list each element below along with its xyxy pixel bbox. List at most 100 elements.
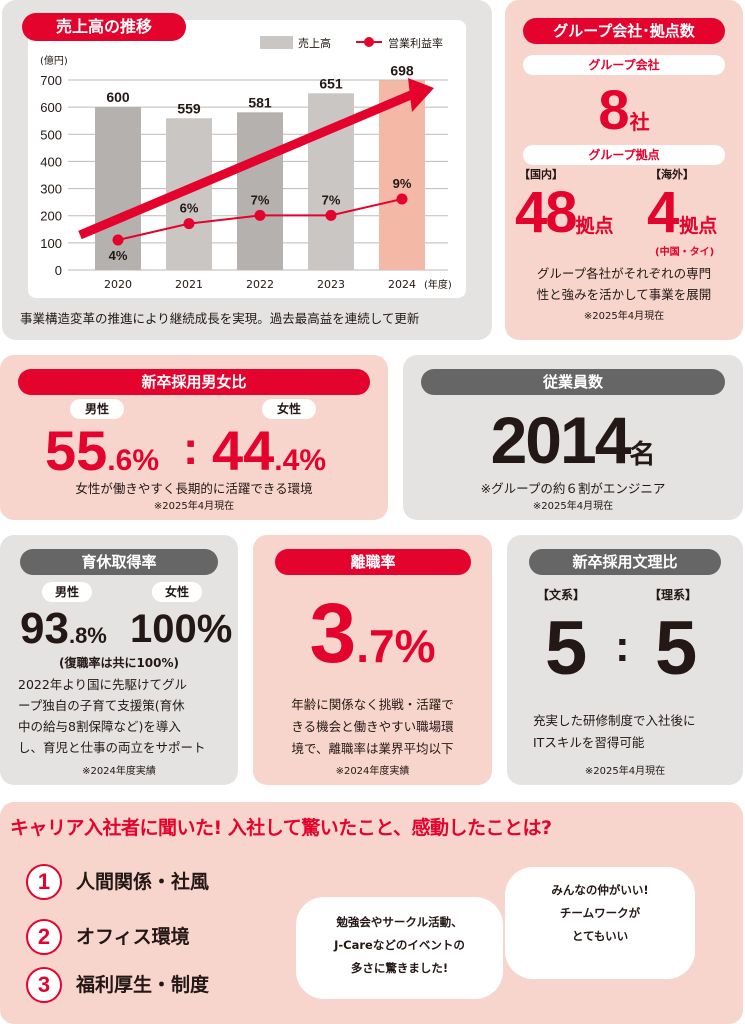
turnover-note: ※2024年度実績: [335, 766, 410, 777]
sales-card: 0 100 200 300 400 500 600 700 (億円) 600 2020 559 2021…: [2, 0, 492, 340]
y-tick-label: 300: [40, 182, 62, 197]
profit-rate-point: [183, 218, 195, 230]
x-tick-label: 2022: [246, 278, 274, 291]
bases-label: グループ拠点: [523, 145, 725, 165]
domestic-stat: 48拠点: [515, 184, 614, 242]
y-tick-label: 0: [55, 263, 62, 278]
y-tick-label: 400: [40, 154, 62, 169]
employees-card: 従業員数 2014名 ※グループの約６割がエンジニア ※2025年4月現在: [403, 355, 743, 520]
group-desc-1: グループ各社がそれぞれの専門: [536, 266, 712, 281]
employees-unit: 名: [629, 439, 656, 469]
arts-note: ※2025年4月現在: [584, 766, 666, 777]
y-tick-label: 200: [40, 209, 62, 224]
bubble1-line-2: J-Careなどのイベントの: [334, 938, 465, 952]
domestic-unit: 拠点: [575, 216, 614, 237]
y-tick-label: 700: [40, 73, 62, 88]
legend-bar-label: 売上高: [298, 36, 331, 50]
arts-desc-1: 充実した研修制度で入社後に: [533, 713, 696, 728]
male-value: 55: [45, 419, 108, 482]
science-value: 5: [655, 606, 698, 691]
bar-value-label: 600: [106, 89, 130, 105]
cc-desc-2: ープ独自の子育て支援策(育休: [18, 698, 185, 713]
group-title: グループ会社･拠点数: [523, 18, 725, 44]
sales-caption: 事業構造変革の推進により継続成長を実現。過去最高益を連続して更新: [20, 311, 420, 326]
legend-line-marker: [364, 37, 374, 47]
bubble2-line-1: みんなの仲がいい!: [551, 883, 649, 897]
rank-1-badge: 1: [26, 864, 62, 900]
profit-rate-label: 7%: [251, 192, 270, 207]
cc-return-note: (復職率は共に100%): [58, 656, 180, 670]
bubble2-line-2: チームワークが: [559, 906, 641, 920]
trend-arrow-head: [408, 78, 434, 112]
employees-stat: 2014名: [403, 407, 743, 473]
gender-colon: :: [183, 422, 199, 474]
x-tick-label: 2020: [104, 278, 132, 291]
companies-unit: 社: [629, 112, 650, 134]
gender-title: 新卒採用男女比: [18, 369, 370, 395]
turnover-value: 3: [309, 586, 357, 680]
bubble1-line-3: 多さに驚きました!: [350, 961, 449, 975]
legend-bar-swatch: [260, 36, 293, 49]
female-label: 女性: [262, 399, 316, 419]
bar-value-label: 559: [177, 100, 201, 116]
trend-arrow-shaft: [78, 87, 420, 240]
arts-label: 【文系】: [537, 588, 586, 602]
cc-note: ※2024年度実績: [82, 766, 156, 777]
profit-rate-point: [112, 234, 124, 246]
companies-label: グループ会社: [523, 55, 725, 75]
overseas-stat: 4拠点: [647, 184, 717, 242]
group-note: ※2025年4月現在: [583, 311, 665, 322]
cc-desc-4: し、育児と仕事の両立をサポート: [18, 740, 206, 755]
turnover-desc-3: 境で、離職率は業界平均以下: [291, 741, 454, 756]
bar-value-label: 651: [319, 75, 343, 91]
rank-3-label: 福利厚生・制度: [76, 974, 210, 996]
group-card: グループ会社･拠点数 グループ会社 8社 グループ拠点 【国内】 【海外】 48…: [505, 0, 743, 340]
cc-female-label: 女性: [152, 582, 202, 602]
gender-card: 新卒採用男女比 男性 女性 55.6% : 44.4% 女性が働きやすく長期的に…: [0, 355, 388, 520]
companies-stat: 8社: [505, 82, 743, 138]
y-tick-label: 500: [40, 127, 62, 142]
bar-2022: [237, 112, 283, 270]
turnover-stat: 3.7%: [253, 591, 492, 675]
female-decimal: .4%: [274, 444, 326, 477]
career-title: キャリア入社者に聞いた! 入社して驚いたこと、感動したことは?: [10, 817, 552, 839]
legend-line-label: 営業利益率: [388, 36, 443, 50]
overseas-note: (中国・タイ): [655, 247, 715, 258]
rank-1-label: 人間関係・社風: [76, 871, 210, 893]
arts-colon: :: [615, 622, 630, 671]
employees-desc: ※グループの約６割がエンジニア: [480, 481, 666, 496]
career-card: キャリア入社者に聞いた! 入社して驚いたこと、感動したことは? 1 人間関係・社…: [0, 802, 743, 1024]
x-tick-label: 2021: [175, 278, 203, 291]
cc-desc-1: 2022年より国に先駆けてグル: [18, 677, 188, 692]
x-tick-label: 2023: [317, 278, 345, 291]
bar-2020: [95, 107, 141, 271]
overseas-label: 【海外】: [650, 168, 694, 181]
rank-3-badge: 3: [26, 967, 62, 1003]
rank-2-badge: 2: [26, 919, 62, 955]
turnover-desc-1: 年齢に関係なく挑戦・活躍で: [291, 697, 454, 712]
chart-panel: 0 100 200 300 400 500 600 700 (億円) 600 2020 559 2021…: [28, 20, 466, 298]
bar-2024: [379, 80, 425, 270]
male-stat: 55.6%: [45, 423, 159, 479]
profit-rate-point: [325, 209, 337, 221]
group-desc-2: 性と強みを活かして事業を展開: [536, 287, 712, 302]
bubble2-line-3: とてもいい: [571, 929, 629, 943]
companies-value: 8: [598, 78, 630, 141]
turnover-card: 離職率 3.7% 年齢に関係なく挑戦・活躍で きる機会と働きやすい職場環 境で、…: [253, 535, 492, 785]
turnover-desc-2: きる機会と働きやすい職場環: [291, 719, 454, 734]
cc-female-value: 100%: [130, 607, 233, 651]
rank-2-label: オフィス環境: [76, 926, 190, 948]
y-tick-label: 600: [40, 100, 62, 115]
domestic-value: 48: [515, 180, 577, 245]
profit-rate-label: 6%: [180, 201, 199, 216]
gender-desc: 女性が働きやすく長期的に活躍できる環境: [75, 481, 313, 496]
female-value: 44: [212, 419, 275, 482]
arts-title: 新卒採用文理比: [529, 549, 721, 575]
sales-chart: 0 100 200 300 400 500 600 700 (億円) 600 2020 559 2021…: [40, 36, 452, 291]
bar-value-label: 698: [390, 63, 414, 79]
profit-rate-label: 7%: [322, 192, 341, 207]
arts-desc-2: ITスキルを習得可能: [533, 735, 645, 750]
overseas-value: 4: [647, 180, 680, 245]
turnover-decimal: .7%: [356, 620, 436, 672]
bubble1-line-1: 勉強会やサークル活動、: [336, 915, 463, 929]
